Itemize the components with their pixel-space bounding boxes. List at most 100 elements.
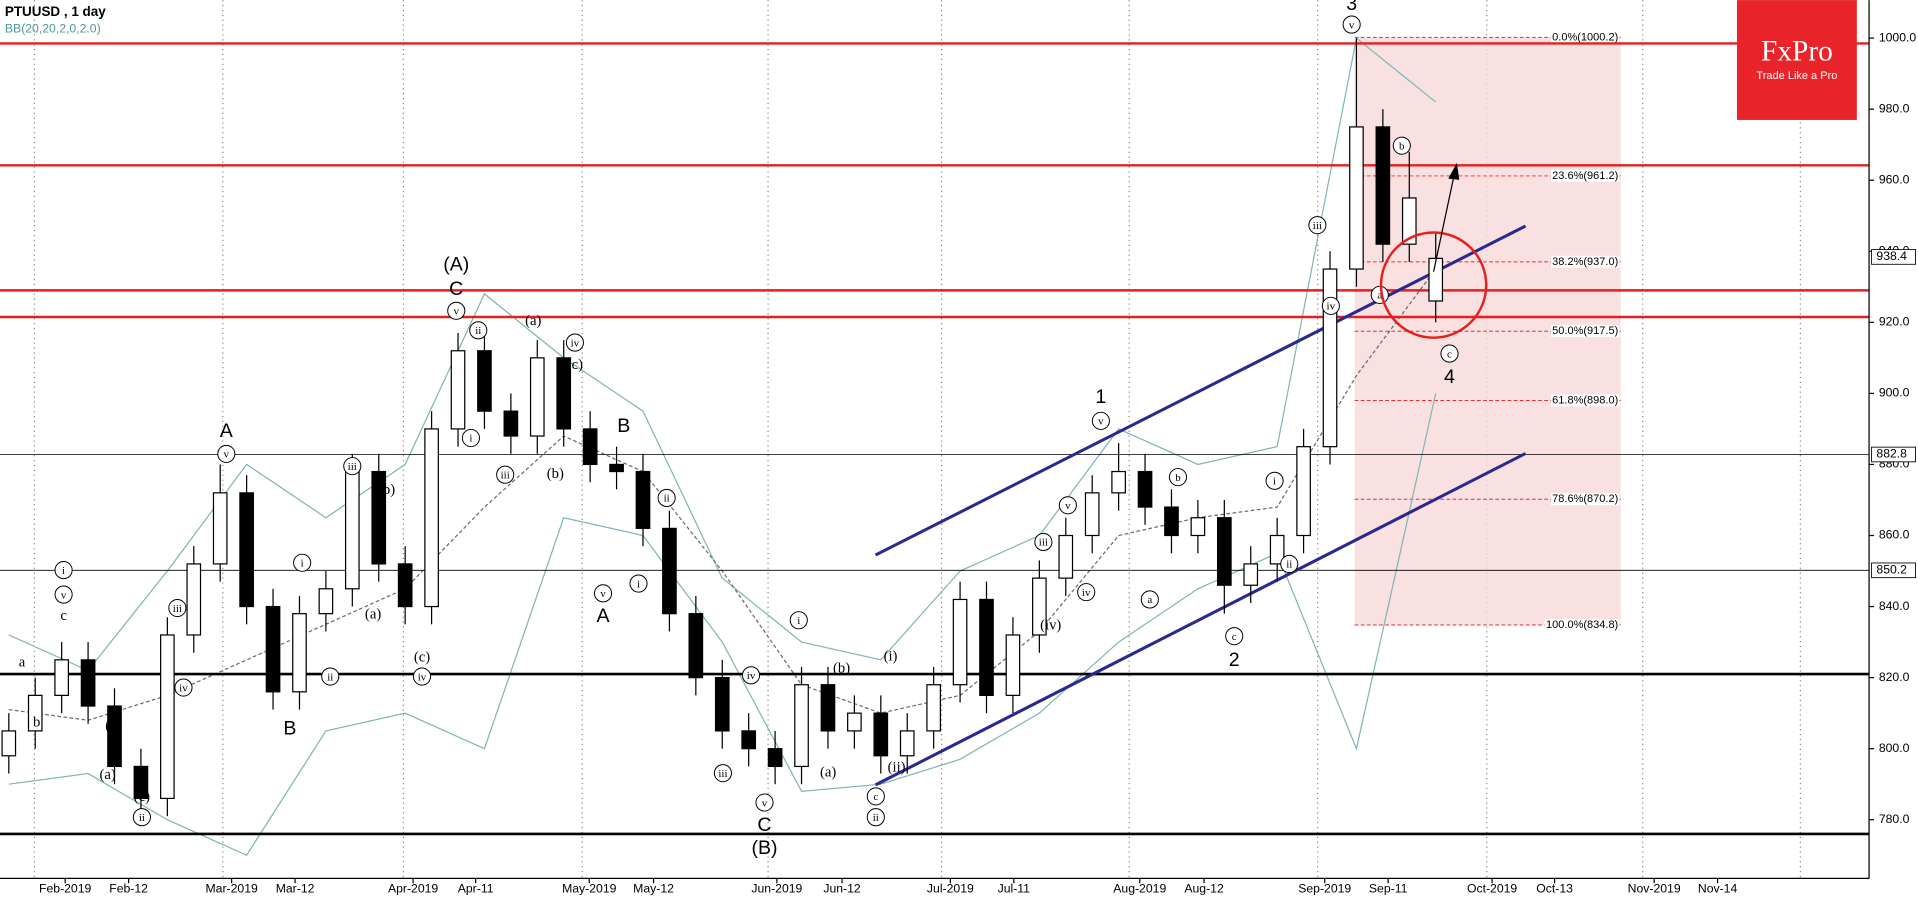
bb-lower bbox=[8, 393, 1437, 857]
fib-label: 100.0%(834.8) bbox=[1546, 619, 1618, 631]
price-tag bbox=[1871, 446, 1916, 463]
candle-body bbox=[1190, 517, 1206, 537]
fib-label: 61.8%(898.0) bbox=[1552, 394, 1618, 406]
wave-label: iii bbox=[1313, 220, 1322, 232]
fib-label: 38.2%(937.0) bbox=[1552, 256, 1618, 268]
x-tick-label: May-12 bbox=[633, 882, 674, 896]
y-tick-label: 800.0 bbox=[1879, 741, 1910, 755]
wave-label: c bbox=[1447, 348, 1452, 360]
candle-body bbox=[54, 659, 69, 696]
bb-upper bbox=[8, 36, 1437, 672]
wave-circle bbox=[217, 444, 236, 463]
x-tick-label: Jun-12 bbox=[823, 882, 861, 896]
wave-label: b bbox=[1175, 472, 1181, 484]
price-tag-label: 938.4 bbox=[1876, 249, 1907, 263]
candle-body bbox=[450, 350, 466, 430]
wave-circle bbox=[1077, 583, 1096, 602]
wave-label: ii bbox=[1286, 559, 1292, 571]
wave-circle bbox=[1321, 296, 1340, 315]
wave-label: iv bbox=[1327, 301, 1336, 313]
wave-label: (b) bbox=[547, 466, 564, 482]
price-tag bbox=[1871, 249, 1916, 265]
x-tick-label: Aug-12 bbox=[1184, 882, 1224, 896]
wave-circle bbox=[1225, 627, 1244, 646]
wave-label: (a) bbox=[100, 767, 116, 783]
wave-label: i bbox=[637, 578, 640, 590]
candle-body bbox=[1349, 126, 1364, 270]
candle-body bbox=[529, 357, 545, 437]
channel-line bbox=[874, 224, 1527, 557]
candle-body bbox=[1401, 197, 1417, 245]
wave-circle bbox=[461, 428, 480, 448]
wave-label: iii bbox=[173, 603, 182, 615]
x-tick-label: Jul-11 bbox=[998, 882, 1031, 896]
candle-body bbox=[582, 428, 598, 466]
x-tick-label: Sep-2019 bbox=[1298, 882, 1351, 896]
wave-label: c bbox=[873, 791, 878, 803]
fib-label: 50.0%(917.5) bbox=[1552, 325, 1618, 337]
y-tick-label: 860.0 bbox=[1879, 528, 1910, 542]
candle-body bbox=[1428, 257, 1444, 302]
fib-label-bg bbox=[1550, 394, 1620, 407]
forecast-arrow bbox=[1433, 173, 1456, 272]
wave-label: v bbox=[762, 797, 768, 809]
fib-label-bg bbox=[1550, 31, 1620, 44]
candle-body bbox=[265, 605, 281, 693]
x-tick-label: Mar-2019 bbox=[206, 882, 258, 896]
x-tick-label: Aug-2019 bbox=[1113, 882, 1166, 896]
wave-circle bbox=[593, 584, 613, 603]
candle-body bbox=[1322, 268, 1338, 448]
wave-circle bbox=[132, 808, 151, 827]
wave-label: 2 bbox=[1229, 649, 1240, 671]
wave-circle bbox=[174, 678, 193, 697]
wave-label: c bbox=[1232, 631, 1237, 643]
wave-label: i bbox=[62, 565, 65, 577]
candle-body bbox=[1058, 534, 1074, 579]
x-tick-label: Sep-11 bbox=[1369, 882, 1408, 896]
candle-body bbox=[714, 676, 730, 732]
wave-label: b bbox=[1399, 140, 1405, 152]
wave-label: iii bbox=[1039, 537, 1048, 549]
wave-label: v bbox=[1098, 416, 1104, 428]
wave-label: iv bbox=[1082, 587, 1091, 599]
candle-body bbox=[635, 470, 651, 530]
fib-label-bg bbox=[1550, 493, 1620, 506]
x-tick-label: Jul-2019 bbox=[927, 882, 974, 896]
wave-circle bbox=[321, 667, 340, 686]
x-tick-label: Nov-14 bbox=[1698, 882, 1738, 896]
wave-circle bbox=[1342, 15, 1361, 34]
x-tick-label: Mar-12 bbox=[276, 882, 315, 896]
wave-label: i bbox=[1273, 476, 1276, 488]
wave-label: iii bbox=[718, 768, 727, 780]
channel-line bbox=[874, 452, 1527, 787]
candle-body bbox=[371, 470, 387, 565]
candle-body bbox=[1137, 470, 1153, 508]
candle-body bbox=[1164, 506, 1179, 537]
wave-circle bbox=[1168, 468, 1188, 487]
y-tick-label: 960.0 bbox=[1879, 172, 1910, 186]
wave-label: (ii) bbox=[888, 760, 906, 776]
candle-body bbox=[424, 428, 439, 608]
arrow-head bbox=[1448, 162, 1460, 180]
price-tag bbox=[1871, 562, 1916, 579]
candle-body bbox=[292, 613, 307, 693]
candle-body bbox=[212, 492, 228, 565]
wave-label: 4 bbox=[1444, 366, 1455, 388]
fib-label: 23.6%(961.2) bbox=[1552, 170, 1618, 182]
wave-circle bbox=[755, 793, 774, 812]
candle-body bbox=[926, 684, 941, 732]
wave-label: C bbox=[449, 278, 463, 300]
wave-circle bbox=[866, 808, 885, 827]
wave-label: B bbox=[283, 717, 296, 739]
wave-label: (c) bbox=[134, 789, 150, 805]
wave-label: iv bbox=[747, 670, 756, 682]
candle-body bbox=[1375, 126, 1391, 245]
candle-body bbox=[820, 684, 836, 732]
chart-title: PTUUSD , 1 day bbox=[5, 4, 106, 19]
wave-circle bbox=[1058, 496, 1077, 515]
candle-body bbox=[1084, 492, 1100, 537]
candle-body bbox=[873, 712, 889, 757]
candle-body bbox=[344, 470, 360, 590]
fib-label: 0.0%(1000.2) bbox=[1552, 31, 1618, 43]
